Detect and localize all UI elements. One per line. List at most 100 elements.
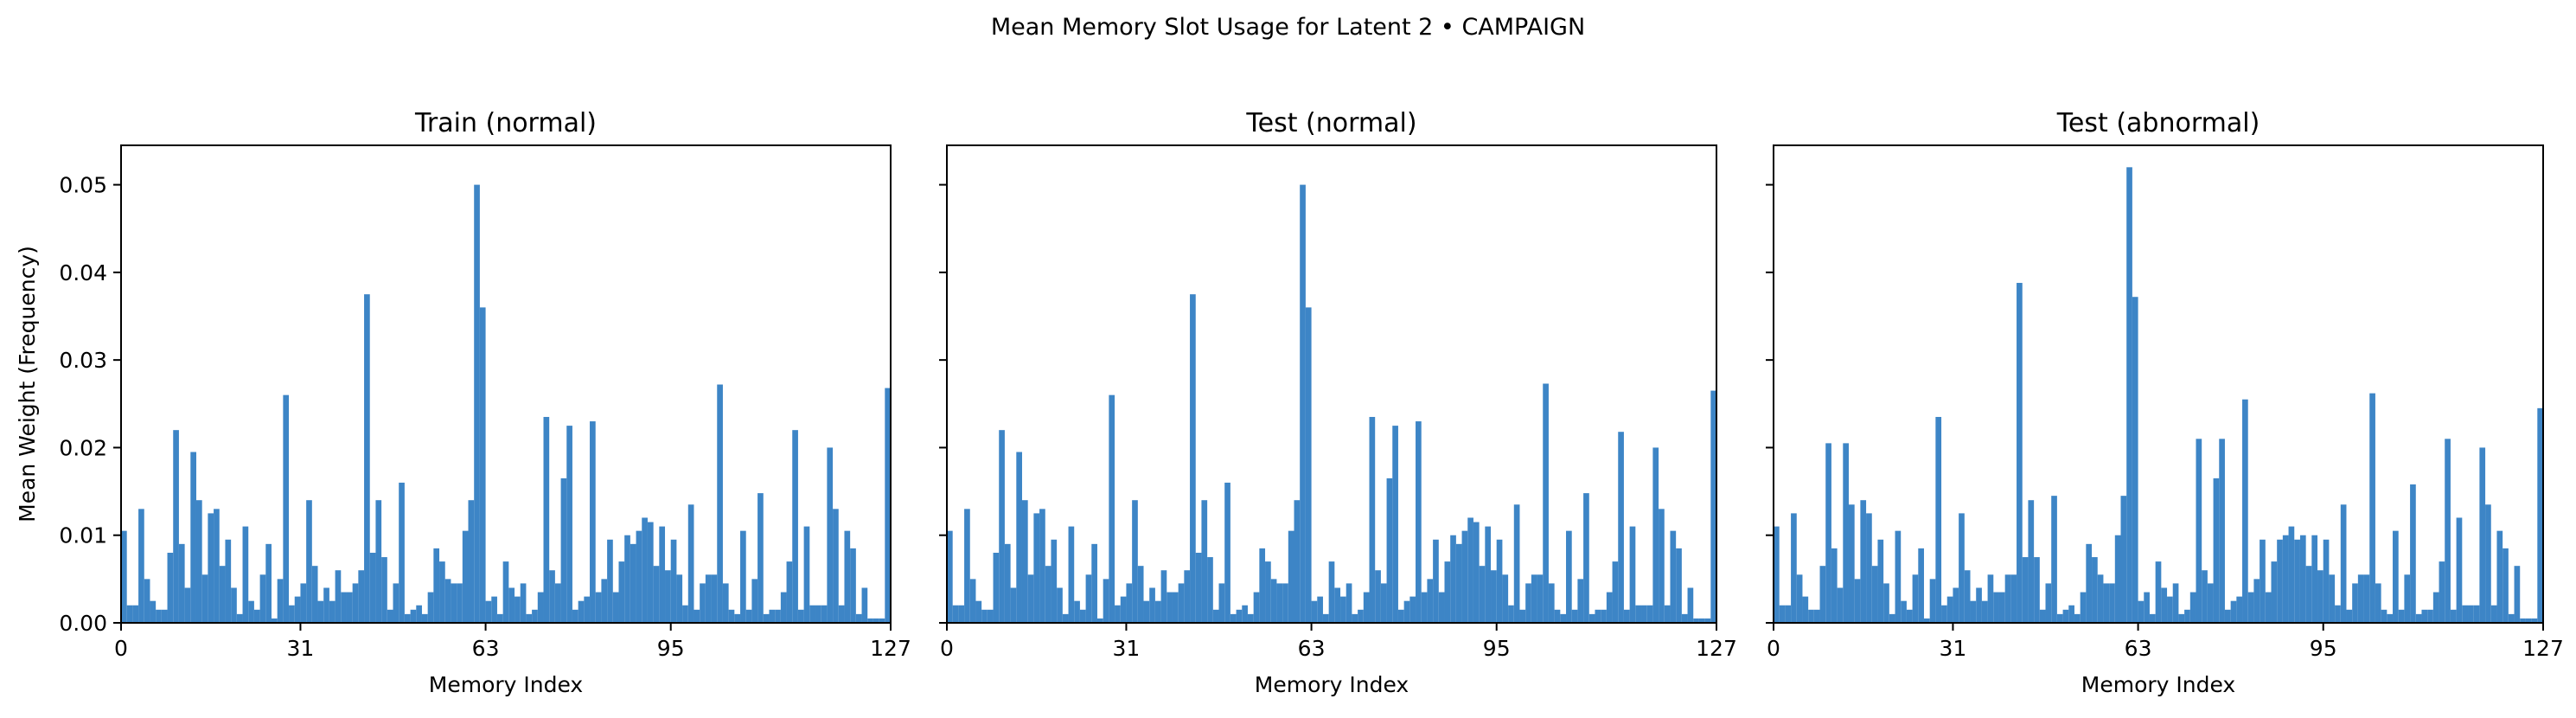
bar — [2022, 557, 2029, 623]
bar — [161, 609, 168, 623]
bars — [1774, 167, 2543, 623]
bar — [416, 605, 422, 623]
bar — [496, 613, 503, 623]
bar — [1670, 530, 1677, 623]
bar — [1096, 618, 1103, 623]
bar — [1115, 605, 1121, 623]
bar — [1946, 596, 1953, 623]
bar — [1595, 609, 1601, 623]
bar — [952, 605, 959, 623]
bar — [1953, 587, 1959, 623]
bar — [665, 570, 671, 623]
y-tick-label: 0.05 — [59, 173, 107, 198]
bar — [975, 600, 982, 623]
x-axis-label: Memory Index — [1255, 672, 1409, 697]
bar — [2039, 609, 2046, 623]
bar — [352, 583, 359, 623]
bar — [1473, 522, 1480, 623]
bar — [1160, 570, 1167, 623]
bar — [584, 596, 591, 623]
bar — [1629, 526, 1636, 623]
bar — [1305, 307, 1312, 623]
bar — [2456, 517, 2463, 623]
bar — [283, 394, 290, 623]
bar — [1664, 605, 1671, 623]
bar — [1912, 574, 1919, 623]
bar — [317, 600, 324, 623]
bar — [399, 482, 405, 623]
bar — [1976, 587, 1982, 623]
bar — [2479, 447, 2486, 623]
bar — [1074, 600, 1080, 623]
bar — [1802, 596, 1809, 623]
bar — [1218, 583, 1225, 623]
bar — [1531, 574, 1537, 623]
bar — [728, 609, 735, 623]
bar — [827, 447, 834, 623]
bar — [1854, 579, 1861, 623]
bar — [2056, 613, 2063, 623]
bar — [1190, 294, 1196, 623]
bar — [1959, 513, 1965, 623]
bar — [711, 574, 718, 623]
bar — [1901, 600, 1907, 623]
bar — [1282, 583, 1288, 623]
x-tick-label: 63 — [1298, 636, 1326, 661]
bar — [265, 543, 272, 623]
bar — [526, 613, 533, 623]
x-tick-label: 63 — [2125, 636, 2152, 661]
bar — [1525, 583, 1531, 623]
bar — [554, 583, 561, 623]
bar — [734, 613, 741, 623]
y-tick-label: 0.03 — [59, 348, 107, 373]
bar — [676, 574, 683, 623]
bar — [1987, 574, 1994, 623]
bar — [1981, 600, 1988, 623]
bar — [2277, 539, 2283, 623]
bar — [1195, 552, 1202, 623]
bar — [1889, 613, 1895, 623]
bar — [225, 539, 232, 623]
bar — [1039, 509, 1045, 623]
bar — [1588, 613, 1595, 623]
bar — [2305, 566, 2312, 623]
bar — [178, 543, 185, 623]
bar — [1317, 596, 1323, 623]
bar — [144, 579, 150, 623]
bar — [1646, 605, 1653, 623]
bar — [1224, 482, 1230, 623]
bar — [404, 613, 411, 623]
x-tick-label: 31 — [1940, 636, 1967, 661]
bar — [757, 493, 764, 623]
bar — [1334, 587, 1341, 623]
bar — [1866, 513, 1872, 623]
bar — [427, 592, 434, 623]
bar — [1212, 609, 1219, 623]
bar — [2531, 618, 2538, 623]
bar — [532, 609, 538, 623]
bar — [393, 583, 400, 623]
bar — [2092, 557, 2098, 623]
bar — [1537, 574, 1544, 623]
bar — [578, 600, 585, 623]
bar — [1322, 613, 1329, 623]
bar — [259, 574, 266, 623]
y-tick-label: 0.01 — [59, 523, 107, 548]
bar — [947, 530, 953, 623]
x-tick-label: 95 — [1483, 636, 1511, 661]
bar — [1566, 530, 1572, 623]
x-axis-label: Memory Index — [429, 672, 583, 697]
bar — [2242, 399, 2248, 623]
bar — [2323, 539, 2330, 623]
bar — [1843, 443, 1849, 623]
bar — [1091, 543, 1097, 623]
bar — [879, 618, 885, 623]
bar — [508, 587, 515, 623]
bar — [236, 613, 243, 623]
bar — [2537, 407, 2543, 623]
bar — [2502, 548, 2509, 623]
bar — [1491, 570, 1497, 623]
bar — [2230, 600, 2237, 623]
